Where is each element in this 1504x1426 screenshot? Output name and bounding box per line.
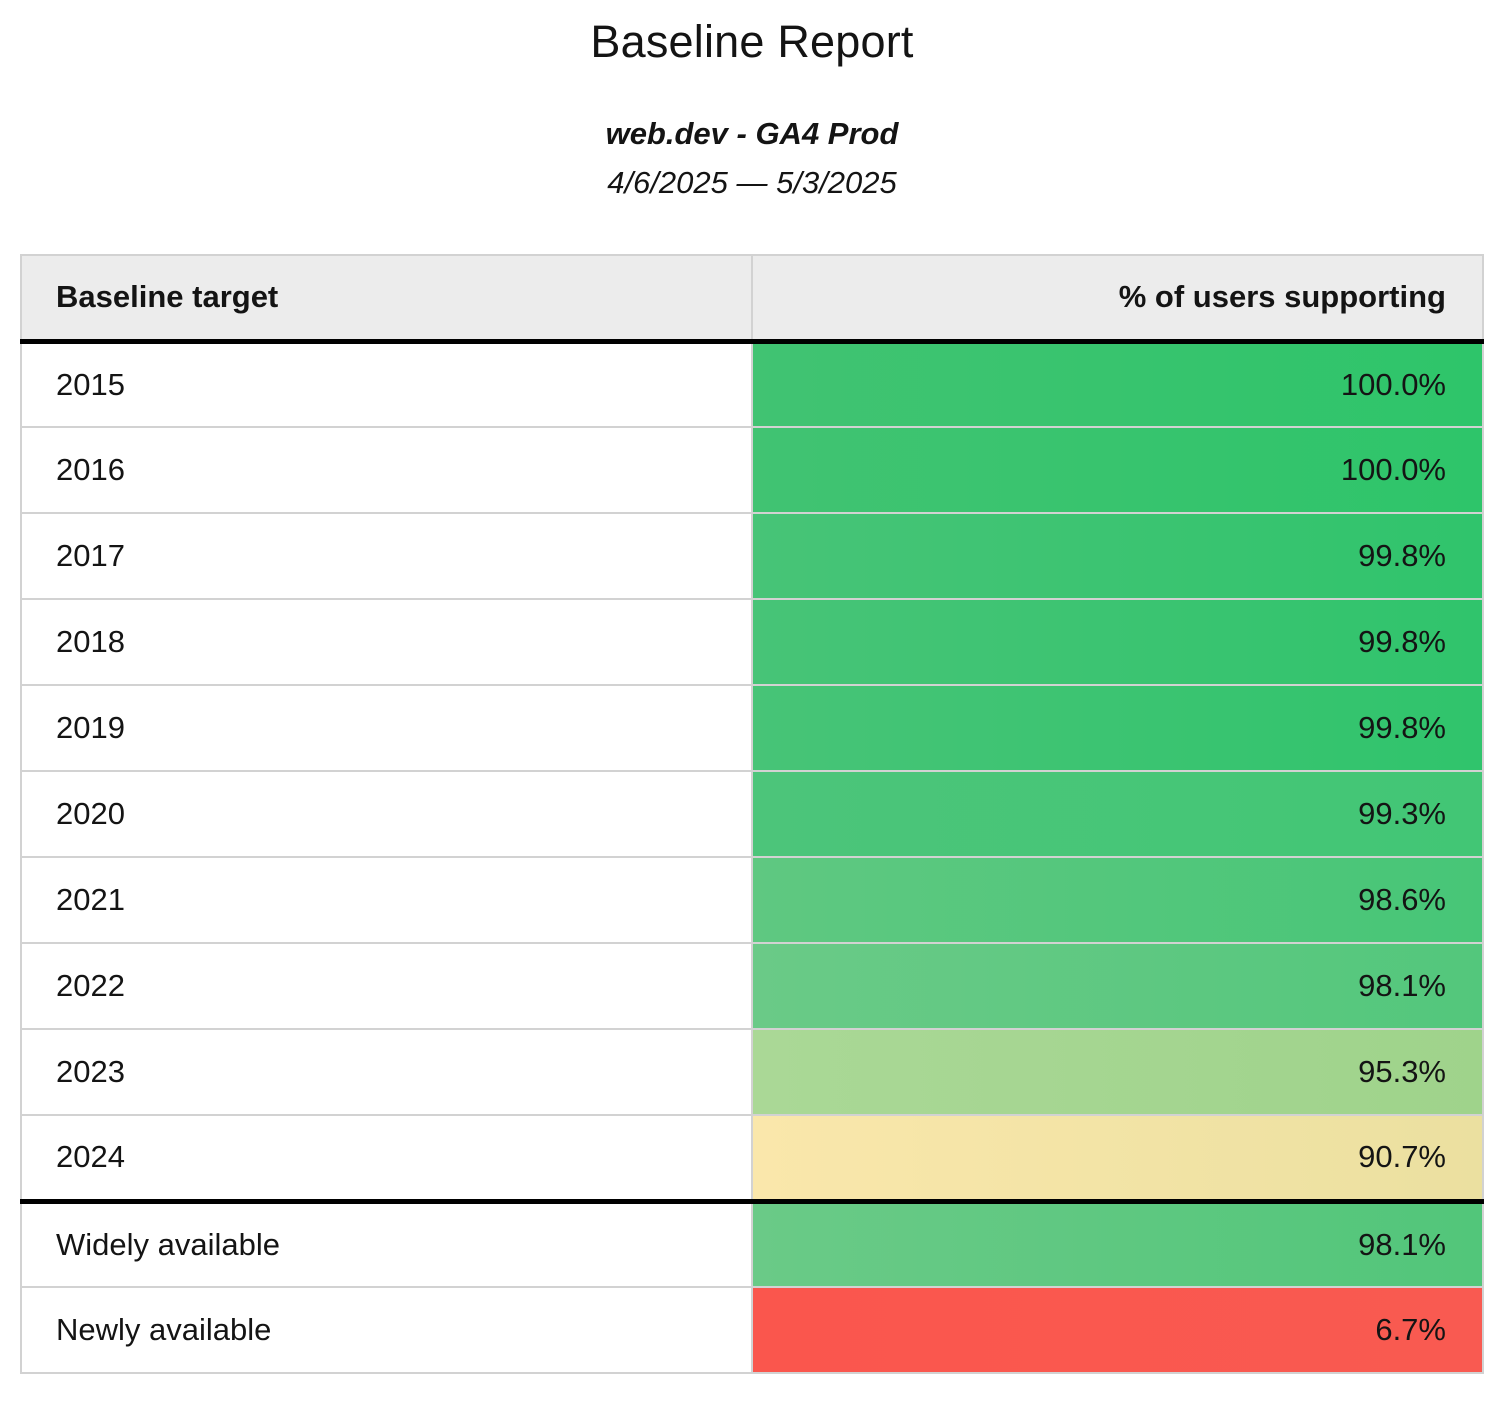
target-cell: Newly available bbox=[20, 1286, 753, 1374]
table-row: 2018 99.8% bbox=[20, 598, 1484, 686]
table-header-row: Baseline target % of users supporting bbox=[20, 254, 1484, 344]
page-title: Baseline Report bbox=[590, 16, 914, 67]
table-row: 2019 99.8% bbox=[20, 684, 1484, 772]
value-cell: 6.7% bbox=[751, 1286, 1484, 1374]
table-row: 2024 90.7% bbox=[20, 1114, 1484, 1202]
table-row: 2020 99.3% bbox=[20, 770, 1484, 858]
value-cell: 100.0% bbox=[751, 426, 1484, 514]
value-cell: 100.0% bbox=[751, 340, 1484, 428]
value-cell: 98.6% bbox=[751, 856, 1484, 944]
value-cell: 99.8% bbox=[751, 684, 1484, 772]
target-cell: 2018 bbox=[20, 598, 753, 686]
table-row: 2023 95.3% bbox=[20, 1028, 1484, 1116]
target-cell: 2023 bbox=[20, 1028, 753, 1116]
table-row: 2022 98.1% bbox=[20, 942, 1484, 1030]
value-cell: 99.3% bbox=[751, 770, 1484, 858]
table-row: 2017 99.8% bbox=[20, 512, 1484, 600]
table-body: 2015 100.0% 2016 100.0% 2017 99.8% 2018 … bbox=[20, 340, 1484, 1374]
table-row: 2016 100.0% bbox=[20, 426, 1484, 514]
target-cell: 2016 bbox=[20, 426, 753, 514]
value-cell: 90.7% bbox=[751, 1114, 1484, 1202]
table-row: Widely available 98.1% bbox=[20, 1198, 1484, 1288]
report-date-range: 4/6/2025 — 5/3/2025 bbox=[607, 165, 897, 200]
value-cell: 98.1% bbox=[751, 942, 1484, 1030]
table-header: Baseline target % of users supporting bbox=[20, 254, 1484, 344]
target-cell: 2024 bbox=[20, 1114, 753, 1202]
value-cell: 95.3% bbox=[751, 1028, 1484, 1116]
target-cell: 2017 bbox=[20, 512, 753, 600]
target-cell: 2019 bbox=[20, 684, 753, 772]
value-cell: 98.1% bbox=[751, 1198, 1484, 1288]
report-subtitle: web.dev - GA4 Prod bbox=[605, 116, 899, 151]
target-cell: 2015 bbox=[20, 340, 753, 428]
target-cell: 2020 bbox=[20, 770, 753, 858]
target-cell: 2021 bbox=[20, 856, 753, 944]
table-row: Newly available 6.7% bbox=[20, 1286, 1484, 1374]
baseline-table: Baseline target % of users supporting 20… bbox=[20, 254, 1484, 1374]
table-row: 2015 100.0% bbox=[20, 340, 1484, 428]
target-cell: 2022 bbox=[20, 942, 753, 1030]
column-header-baseline-target: Baseline target bbox=[20, 254, 753, 344]
value-cell: 99.8% bbox=[751, 512, 1484, 600]
table-row: 2021 98.6% bbox=[20, 856, 1484, 944]
value-cell: 99.8% bbox=[751, 598, 1484, 686]
target-cell: Widely available bbox=[20, 1198, 753, 1288]
column-header-percent-users-supporting: % of users supporting bbox=[751, 254, 1484, 344]
